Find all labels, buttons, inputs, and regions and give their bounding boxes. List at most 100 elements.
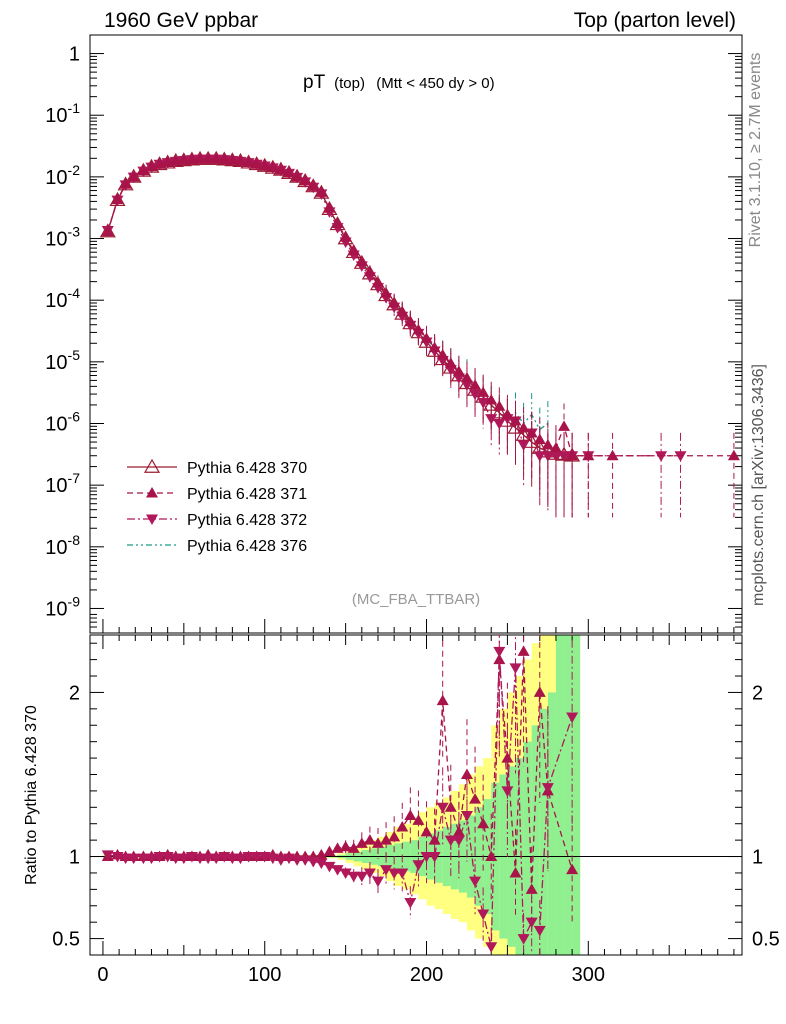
main-series-372-point bbox=[655, 451, 668, 462]
main-series-371-point bbox=[380, 287, 393, 298]
ratio-series-372-point bbox=[420, 852, 433, 863]
main-series-371-point bbox=[226, 154, 239, 165]
ratio-series-371-point bbox=[355, 837, 368, 848]
ratio-plot-panel: 0.5 0.5 1 1 2 2 0 100 200 300 Ratio to Pythia 6.… bbox=[23, 634, 780, 986]
ratio-band-green bbox=[564, 635, 573, 955]
ratio-series-371-point bbox=[566, 863, 579, 875]
ratio-series-372-point bbox=[169, 853, 182, 865]
main-y-tick-label: 10-8 bbox=[45, 532, 80, 559]
main-series-371-point bbox=[315, 186, 328, 197]
main-series-371-point bbox=[266, 161, 279, 172]
main-plot-frame bbox=[89, 34, 743, 634]
main-y-tick-label: 10-1 bbox=[45, 100, 80, 127]
main-series-371-point bbox=[460, 371, 473, 383]
main-series-371-point bbox=[388, 297, 401, 308]
main-series-372-point bbox=[485, 414, 498, 425]
main-series-371-point bbox=[101, 225, 114, 237]
ratio-series-372-point bbox=[444, 835, 457, 847]
ratio-series-372-point bbox=[153, 852, 166, 863]
ratio-band-green bbox=[539, 708, 548, 955]
ratio-series-371-point bbox=[315, 848, 328, 860]
ratio-series-372-point bbox=[469, 876, 482, 888]
ratio-series-372-point bbox=[194, 853, 207, 865]
ratio-series-372-point bbox=[525, 917, 538, 929]
ratio-series-371-point bbox=[347, 842, 360, 853]
main-series-372-point bbox=[533, 451, 546, 462]
main-series-371-point bbox=[355, 255, 368, 267]
main-series-371-point bbox=[501, 408, 514, 419]
ratio-series-372-point bbox=[380, 865, 393, 876]
main-series-371-point bbox=[509, 414, 522, 426]
main-series-371-point bbox=[493, 400, 506, 411]
ratio-series-372-point bbox=[533, 925, 546, 937]
ratio-y-axis: 0.5 0.5 1 1 2 2 bbox=[52, 642, 780, 956]
main-y-tick-label: 1 bbox=[69, 44, 80, 66]
main-y-tick-label: 10-5 bbox=[45, 347, 80, 374]
main-series-371-point bbox=[127, 170, 140, 182]
mcplots-label: mcplots.cern.ch [arXiv:1306.3436] bbox=[750, 364, 767, 606]
x-tick-label: 100 bbox=[248, 964, 281, 986]
main-y-tick-label: 10-7 bbox=[45, 470, 80, 497]
ratio-series-372-point bbox=[404, 897, 417, 909]
main-series-371-point bbox=[323, 202, 336, 213]
ratio-series-372-point bbox=[566, 712, 579, 724]
ratio-series-372-point bbox=[291, 855, 304, 866]
legend: Pythia 6.428 370 Pythia 6.428 371 Pythia 6… bbox=[127, 458, 307, 555]
header-right: Top (parton level) bbox=[574, 9, 736, 32]
main-series-371-point bbox=[363, 265, 376, 277]
ratio-band-green bbox=[531, 725, 540, 955]
ratio-series-372-point bbox=[101, 850, 114, 861]
main-y-tick-label: 10-9 bbox=[45, 593, 80, 620]
main-series-371-point bbox=[307, 180, 320, 191]
ratio-series-372-point bbox=[541, 783, 554, 794]
ratio-series-372-point bbox=[210, 853, 223, 865]
x-tick-label: 0 bbox=[97, 964, 108, 986]
main-series-371-point bbox=[533, 433, 546, 445]
main-series-371-point bbox=[582, 449, 595, 461]
main-series-371-point bbox=[549, 442, 562, 453]
ratio-series-371-point bbox=[452, 825, 465, 837]
main-series-371-point bbox=[566, 449, 579, 461]
ratio-series-372-point bbox=[119, 853, 132, 865]
ratio-series-371-point bbox=[323, 845, 336, 857]
ratio-series-372-point bbox=[388, 868, 401, 879]
main-series-371-point bbox=[185, 153, 198, 165]
ratio-plot-frame bbox=[89, 634, 743, 956]
main-y-tick-label: 10-6 bbox=[45, 408, 80, 435]
ratio-series-372-point bbox=[477, 909, 490, 920]
ratio-bands bbox=[102, 635, 581, 955]
main-series-371-point bbox=[420, 332, 433, 343]
ratio-band-green bbox=[555, 635, 565, 955]
x-tick-label: 300 bbox=[572, 964, 605, 986]
main-series-371-point bbox=[412, 323, 425, 335]
ratio-series-371-point bbox=[469, 793, 482, 804]
main-series-371-point bbox=[234, 155, 247, 166]
ratio-series-372-point bbox=[145, 853, 158, 865]
main-series-371-point bbox=[194, 152, 207, 164]
ratio-band-green bbox=[547, 692, 556, 955]
ratio-series-371-point bbox=[436, 694, 449, 706]
main-series-372-point bbox=[469, 389, 482, 401]
main-series-371-point bbox=[339, 231, 352, 242]
ratio-series-372-point bbox=[501, 786, 514, 797]
main-series-371-point bbox=[291, 170, 304, 182]
legend-marker bbox=[146, 514, 158, 525]
main-series-371-point bbox=[436, 348, 449, 360]
ratio-ylabel: Ratio to Pythia 6.428 370 bbox=[23, 705, 40, 885]
ratio-series-371-point bbox=[412, 814, 425, 825]
ratio-series-371-point bbox=[371, 837, 384, 848]
ratio-series-371-point bbox=[339, 840, 352, 852]
ratio-y-tick-label: 2 bbox=[69, 682, 80, 704]
main-plot-panel: 1 10-1 10-2 10-3 10-4 10-5 10-6 10-7 10-8 10-9 pT… bbox=[45, 34, 743, 634]
main-series-371-point bbox=[258, 160, 271, 171]
main-series-371-point bbox=[177, 154, 190, 165]
ratio-series-371-point bbox=[509, 866, 522, 878]
main-y-axis: 1 10-1 10-2 10-3 10-4 10-5 10-6 10-7 10-8 10-9 bbox=[45, 44, 742, 628]
ratio-series-371-point bbox=[380, 834, 393, 845]
ratio-series-371-point bbox=[396, 821, 409, 832]
plot-title-main: pT bbox=[303, 72, 326, 93]
main-x-ticks bbox=[102, 619, 735, 633]
ratio-series-371-point bbox=[533, 686, 546, 697]
main-series-371-point bbox=[396, 305, 409, 317]
